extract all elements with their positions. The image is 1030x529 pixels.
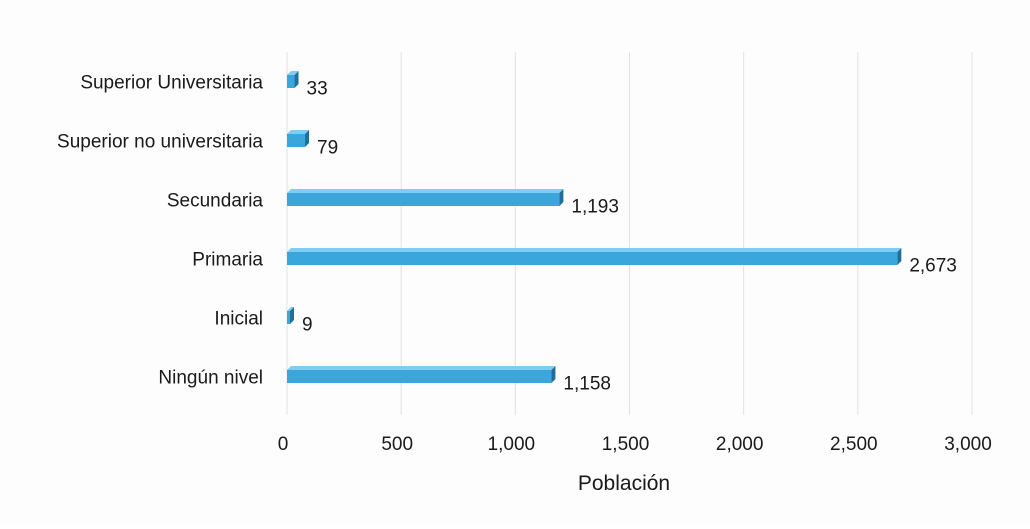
value-label: 79 (317, 138, 338, 159)
x-tick-label: 2,000 (716, 434, 764, 455)
bar-top-face (287, 189, 564, 193)
bar-top-face (287, 130, 310, 134)
bar-front-face (287, 370, 552, 383)
bar-ningun-nivel (287, 366, 556, 383)
bar-side-face (897, 248, 902, 265)
category-label: Secundaria (167, 191, 264, 212)
category-label: Superior no universitaria (57, 132, 263, 153)
bar-front-face (287, 252, 898, 265)
category-label: Inicial (214, 309, 263, 330)
bars (287, 71, 902, 383)
x-tick-label: 0 (278, 434, 289, 455)
x-tick-label: 2,500 (830, 434, 878, 455)
bar-top-face (287, 366, 556, 370)
value-label: 1,158 (563, 374, 611, 395)
bar-front-face (287, 134, 306, 147)
value-label: 2,673 (909, 256, 957, 277)
x-tick-label: 3,000 (944, 434, 992, 455)
bar-top-face (287, 248, 902, 252)
bar-top-face (287, 307, 294, 311)
x-axis-title: Población (578, 472, 670, 495)
bar-secundaria (287, 189, 564, 206)
value-labels: 33 79 1,193 2,673 9 1,158 (302, 79, 957, 395)
bar-front-face (287, 193, 560, 206)
bar-side-face (290, 307, 294, 324)
x-tick-label: 1,000 (488, 434, 536, 455)
bar-top-face (287, 71, 299, 75)
bar-side-face (551, 366, 556, 383)
bar-front-face (287, 75, 295, 88)
bar-front-face (287, 311, 290, 324)
category-labels: Superior Universitaria Superior no univer… (57, 73, 263, 389)
bar-primaria (287, 248, 902, 265)
category-label: Superior Universitaria (80, 73, 263, 94)
value-label: 33 (307, 79, 328, 100)
x-axis-ticks: 0 500 1,000 1,500 2,000 2,500 3,000 (278, 434, 992, 455)
bar-superior-universitaria (287, 71, 299, 88)
bar-inicial (287, 307, 294, 324)
gridlines (286, 52, 973, 415)
bar-side-face (559, 189, 564, 206)
value-label: 9 (302, 315, 313, 336)
bar-superior-no-universitaria (287, 130, 310, 147)
category-label: Ningún nivel (158, 368, 263, 389)
bar-side-face (305, 130, 310, 147)
category-label: Primaria (192, 250, 263, 271)
bar-side-face (294, 71, 299, 88)
x-tick-label: 500 (381, 434, 413, 455)
x-tick-label: 1,500 (602, 434, 650, 455)
value-label: 1,193 (571, 197, 619, 218)
